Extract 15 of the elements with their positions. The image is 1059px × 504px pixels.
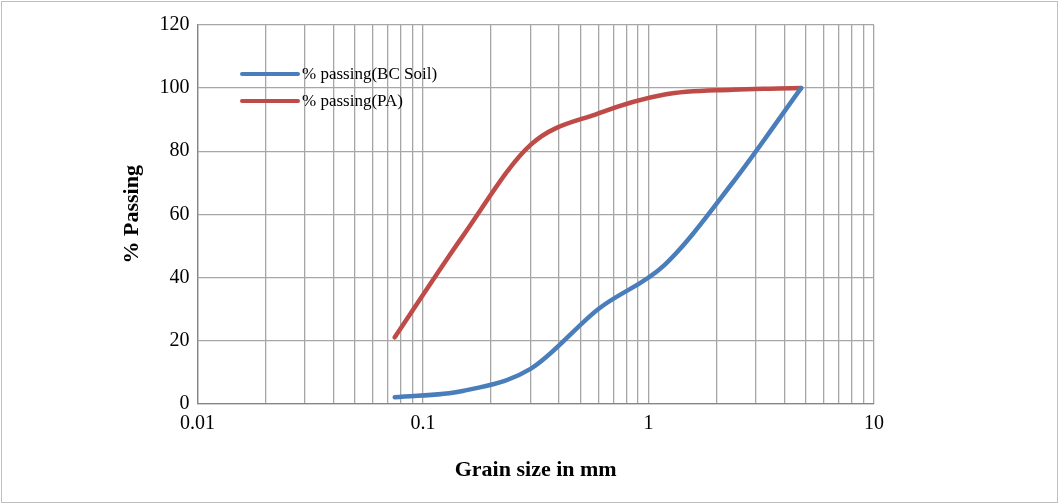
x-tick-label: 0.1 bbox=[410, 410, 436, 433]
x-tick-label: 0.01 bbox=[179, 410, 215, 433]
y-axis-title: % Passing bbox=[117, 165, 143, 264]
y-tick-label: 0 bbox=[179, 390, 190, 413]
x-tick-label: 1 bbox=[643, 410, 654, 433]
legend-label: % passing(BC Soil) bbox=[302, 63, 438, 84]
y-tick-label: 20 bbox=[169, 327, 190, 350]
x-tick-label: 10 bbox=[864, 410, 884, 433]
y-tick-label: 100 bbox=[159, 75, 190, 98]
y-tick-label: 40 bbox=[169, 264, 190, 287]
y-tick-label: 60 bbox=[169, 201, 190, 224]
y-tick-label: 80 bbox=[169, 138, 190, 161]
y-tick-label: 120 bbox=[159, 12, 190, 35]
x-axis-title: Grain size in mm bbox=[454, 456, 617, 482]
legend-label: % passing(PA) bbox=[302, 90, 403, 111]
